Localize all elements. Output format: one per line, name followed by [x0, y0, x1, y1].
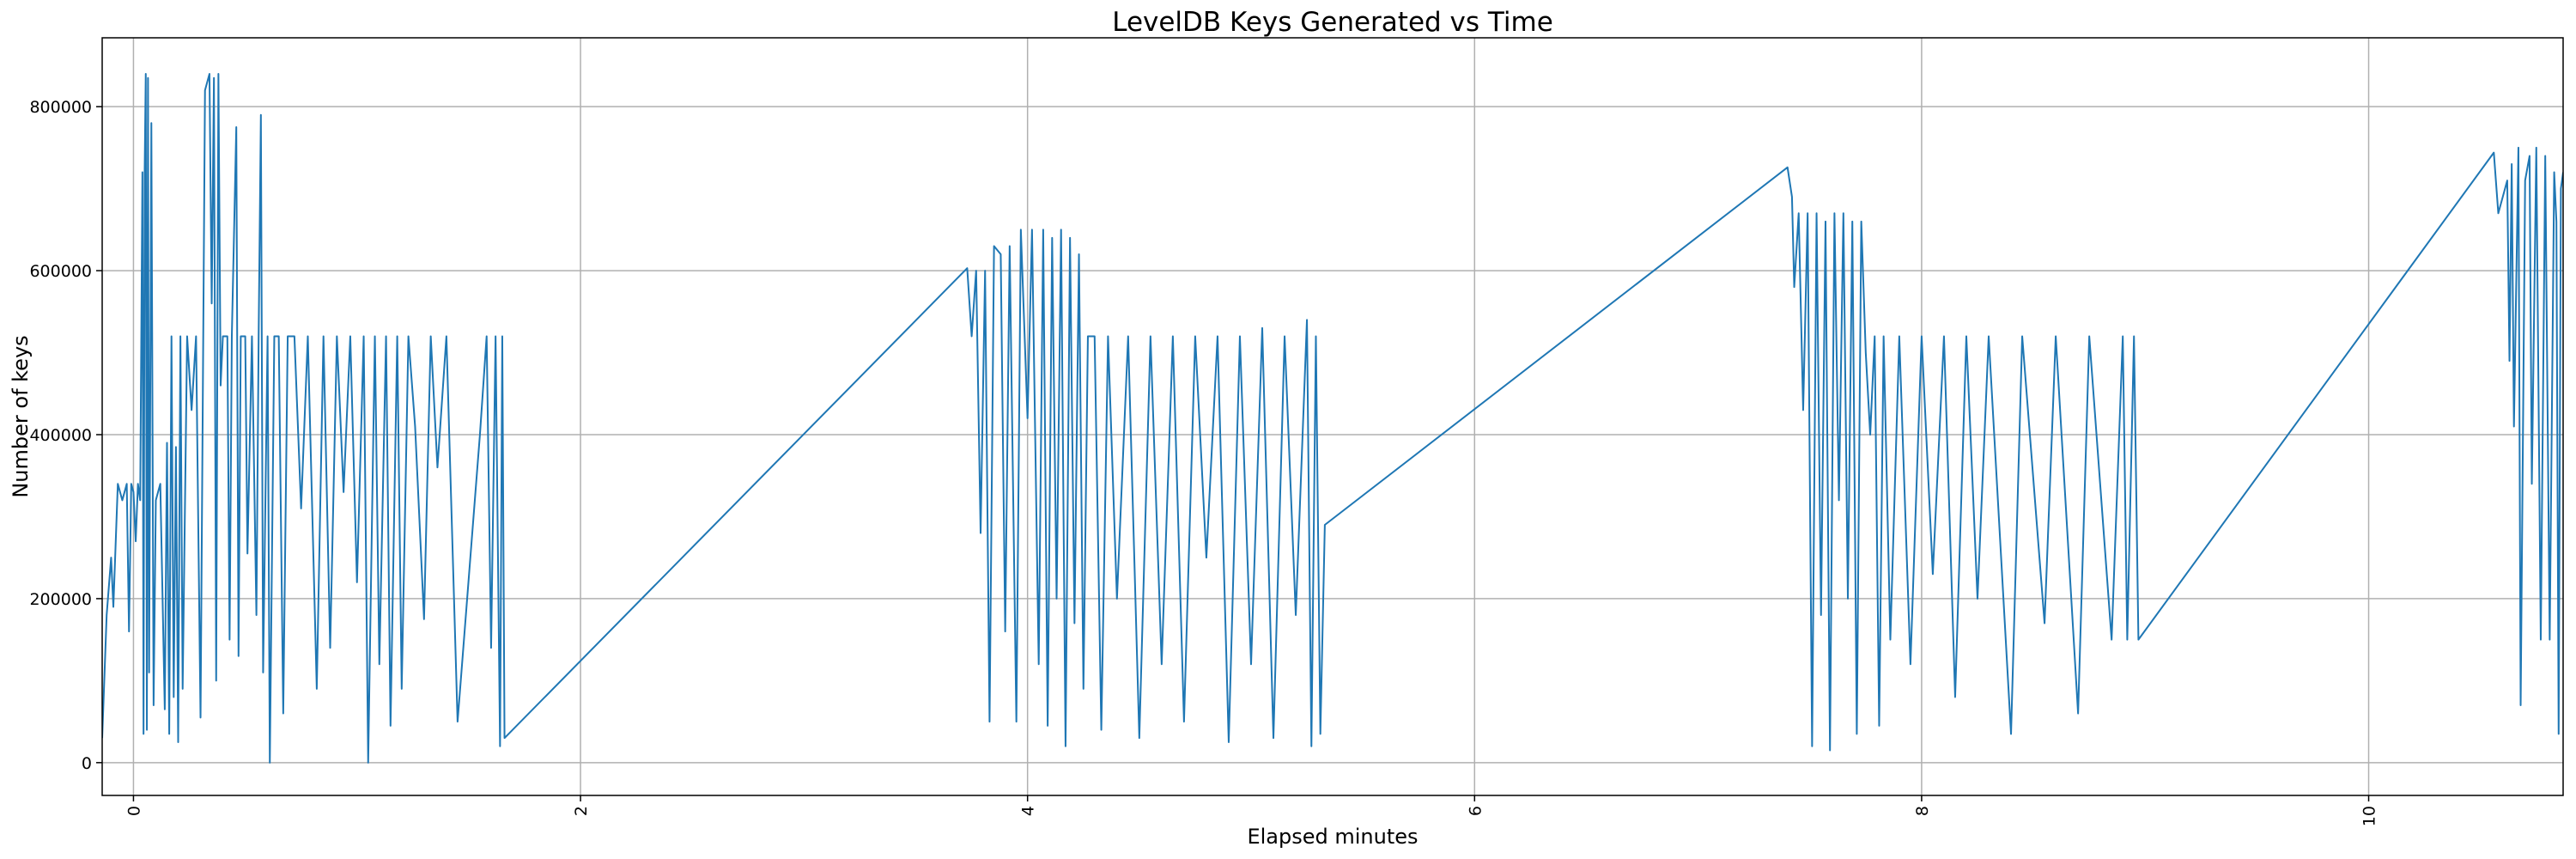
- y-tick-label: 800000: [29, 98, 92, 117]
- x-tick-label: 0: [125, 806, 143, 816]
- plot-frame: [101, 37, 2564, 796]
- y-tick-label: 400000: [29, 426, 92, 445]
- y-tick-label: 600000: [29, 262, 92, 281]
- x-tick-label: 10: [2360, 806, 2379, 826]
- x-tick-label: 8: [1913, 806, 1932, 816]
- y-tick-label: 0: [82, 754, 92, 773]
- y-axis-label: Number of keys: [9, 335, 33, 497]
- chart-title: LevelDB Keys Generated vs Time: [1112, 7, 1553, 38]
- data-line: [102, 73, 2563, 764]
- x-tick-label: 2: [572, 806, 591, 816]
- x-tick-label: 4: [1019, 806, 1038, 816]
- y-tick-label: 200000: [29, 590, 92, 609]
- x-tick-label: 6: [1466, 806, 1485, 816]
- x-axis-label: Elapsed minutes: [1247, 825, 1418, 849]
